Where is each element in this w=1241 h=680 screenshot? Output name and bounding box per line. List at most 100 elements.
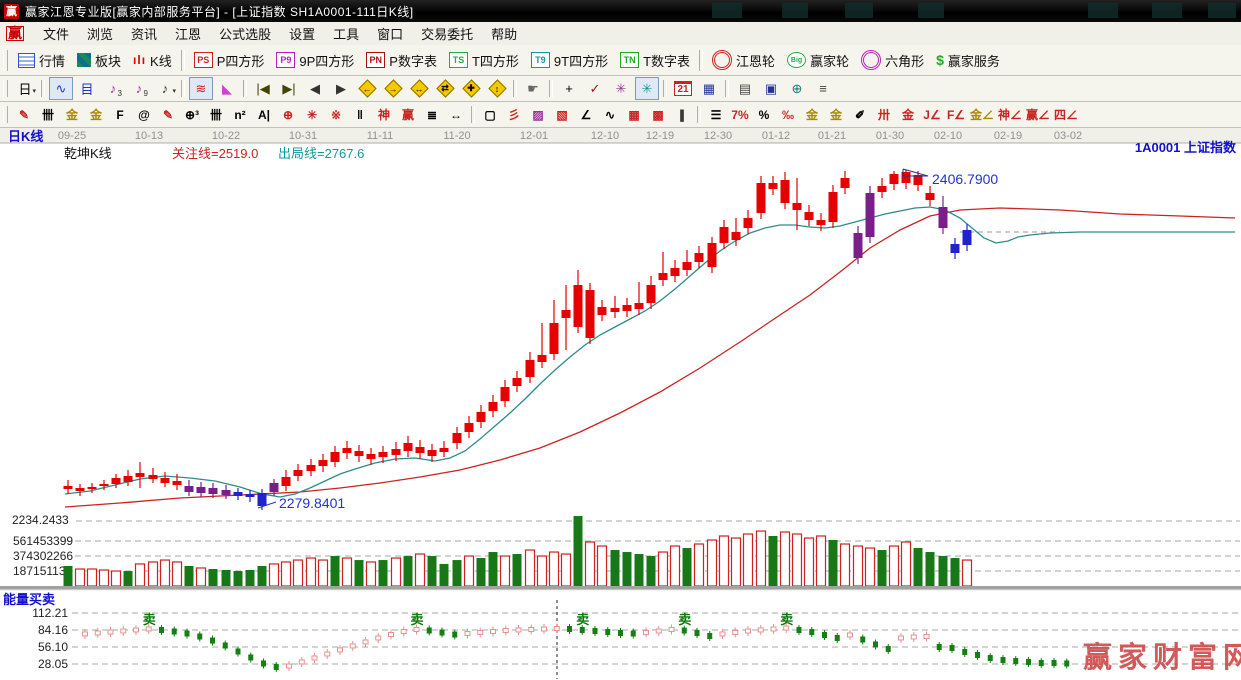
toolbar-button-quotes[interactable]: 行情 (12, 49, 71, 72)
draw-tool-F[interactable]: F (116, 107, 124, 122)
draw-tool-神[interactable]: 神 (377, 108, 390, 122)
draw-tool-✎[interactable]: ✎ (162, 107, 174, 122)
draw-tool-赢∠[interactable]: 赢∠ (1026, 108, 1051, 122)
menu-item-江恩[interactable]: 江恩 (175, 27, 202, 42)
menu-item-工具[interactable]: 工具 (333, 27, 360, 42)
draw-tool-金∠[interactable]: 金∠ (970, 108, 995, 122)
menu-item-资讯[interactable]: 资讯 (131, 27, 158, 42)
draw-tool-卌[interactable]: 卌 (209, 108, 222, 122)
toolbar-button-hexagon[interactable]: 六角形 (855, 48, 930, 72)
draw-tool-n²[interactable]: n² (234, 107, 246, 122)
tool-wave-3[interactable]: ♪ 3 (109, 81, 122, 98)
tool-print[interactable]: ≡ (811, 77, 835, 100)
tool-calendar-21[interactable]: 21 (671, 77, 695, 100)
draw-tool-⊕³[interactable]: ⊕³ (184, 107, 200, 122)
draw-tool-四∠[interactable]: 四∠ (1054, 108, 1079, 122)
draw-tool-≣[interactable]: ≣ (426, 107, 438, 122)
draw-tool-卅[interactable]: 卅 (877, 108, 890, 122)
draw-tool-✐[interactable]: ✐ (854, 107, 866, 122)
draw-tool-‰[interactable]: ‰ (782, 107, 794, 122)
draw-tool-∠[interactable]: ∠ (580, 107, 592, 122)
draw-tool-神∠[interactable]: 神∠ (998, 108, 1023, 122)
toolbar-button-winner-service[interactable]: $ 赢家服务 (930, 49, 1006, 72)
toolbar-button-p-number-table[interactable]: PN P数字表 (360, 49, 443, 72)
tool-detail-board[interactable]: 目 (75, 77, 99, 100)
menu-item-文件[interactable]: 文件 (43, 27, 70, 42)
menu-item-设置[interactable]: 设置 (289, 27, 316, 42)
tool-diamond-right[interactable]: → (381, 77, 405, 100)
draw-tool-↔[interactable]: ↔ (450, 107, 462, 122)
draw-tool-▩[interactable]: ▩ (652, 107, 664, 122)
draw-tool-@[interactable]: @ (138, 107, 150, 122)
price-chart[interactable]: 09-25 10-13 10-22 10-31 11-11 11-20 12-01 12-10… (0, 128, 1241, 680)
draw-tool-金[interactable]: 金 (65, 108, 78, 122)
draw-tool-金[interactable]: 金 (89, 108, 102, 122)
draw-tool-F∠[interactable]: F∠ (946, 107, 966, 122)
tool-color-histogram[interactable]: ◣ (215, 77, 239, 100)
tool-knot-teal[interactable]: ✳ (635, 77, 659, 100)
toolbar-button-gann-wheel[interactable]: 江恩轮 (706, 48, 781, 72)
draw-tool-金[interactable]: 金 (829, 108, 842, 122)
tool-diamond-expand[interactable]: ↔ (407, 77, 431, 100)
tool-next-bar[interactable]: ▶ (329, 77, 353, 100)
tool-prev-bar[interactable]: ◀ (303, 77, 327, 100)
title-bar[interactable]: 赢 赢家江恩专业版[赢家内部服务平台] - [上证指数 SH1A0001-111… (0, 0, 1241, 22)
tool-network[interactable]: ⊕ (785, 77, 809, 100)
draw-tool-☰[interactable]: ☰ (710, 107, 722, 122)
tool-calculator[interactable]: ▦ (697, 77, 721, 100)
draw-tool-A|[interactable]: A| (257, 107, 271, 122)
draw-tool-彡[interactable]: 彡 (507, 108, 520, 122)
tool-first-page[interactable]: |◀ (251, 77, 275, 100)
draw-tool-∿[interactable]: ∿ (604, 107, 616, 122)
tool-crosshair[interactable]: + (557, 77, 581, 100)
toolbar-button-winner-wheel[interactable]: Big 赢家轮 (781, 49, 855, 72)
tool-diamond-swap[interactable]: ⇄ (433, 77, 457, 100)
toolbar-button-p-square[interactable]: PS P四方形 (188, 49, 271, 72)
menu-item-窗口[interactable]: 窗口 (377, 27, 404, 42)
draw-tool-▦[interactable]: ▦ (628, 107, 640, 122)
toolbar-grip[interactable] (3, 49, 8, 71)
draw-tool-%[interactable]: % (758, 107, 770, 122)
menu-item-浏览[interactable]: 浏览 (87, 27, 114, 42)
draw-tool-▧[interactable]: ▧ (556, 107, 568, 122)
toolbar-grip[interactable] (3, 79, 8, 98)
tool-last-page[interactable]: ▶| (277, 77, 301, 100)
menu-item-公式选股[interactable]: 公式选股 (219, 27, 272, 42)
tool-wave-9[interactable]: ♪ 9 (135, 81, 148, 98)
draw-tool-✎[interactable]: ✎ (18, 107, 30, 122)
toolbar-button-sectors[interactable]: 板块 (71, 49, 127, 72)
draw-tool-▨[interactable]: ▨ (532, 107, 544, 122)
toolbar-grip[interactable] (3, 105, 8, 124)
draw-tool-⊕[interactable]: ⊕ (282, 107, 294, 122)
toolbar-button-9p-square[interactable]: P9 9P四方形 (270, 49, 360, 72)
tool-trend-box[interactable]: ∿ (49, 77, 73, 100)
tool-notepad[interactable]: ▤ (733, 77, 757, 100)
toolbar-button-kline[interactable]: ılı K线 (127, 49, 178, 72)
tool-diamond-left[interactable]: ← (355, 77, 379, 100)
draw-tool-7%[interactable]: 7% (731, 107, 749, 122)
tool-check-tool[interactable]: ✓ (583, 77, 607, 100)
draw-tool-‖[interactable]: ‖ (357, 107, 363, 122)
draw-tool-金[interactable]: 金 (805, 108, 818, 122)
draw-tool-金[interactable]: 金 (901, 108, 914, 122)
draw-tool-赢[interactable]: 赢 (401, 108, 414, 122)
draw-tool-▢[interactable]: ▢ (484, 107, 496, 122)
tool-knot-purple[interactable]: ✳ (609, 77, 633, 100)
tool-hand-drag[interactable]: ☛ (521, 77, 545, 100)
toolbar-button-t-square[interactable]: TS T四方形 (443, 49, 525, 72)
menu-item-帮助[interactable]: 帮助 (491, 27, 518, 42)
tool-save[interactable]: ▣ (759, 77, 783, 100)
tool-note-dropdown[interactable]: ♪ ▾ (161, 81, 176, 96)
draw-tool-J∠[interactable]: J∠ (923, 107, 941, 122)
tool-zigzag-red[interactable]: ≋ (189, 77, 213, 100)
draw-tool-✳[interactable]: ✳ (306, 107, 318, 122)
toolbar-button-t-number-table[interactable]: TN T数字表 (614, 49, 696, 72)
draw-tool-卌[interactable]: 卌 (41, 108, 54, 122)
tool-diamond-center[interactable]: ✚ (459, 77, 483, 100)
tool-diamond-vertical[interactable]: ↕ (485, 77, 509, 100)
draw-tool-∥[interactable]: ∥ (679, 107, 685, 122)
tool-period-candle-dropdown[interactable]: 日 ▾ (13, 77, 37, 100)
menu-item-交易委托[interactable]: 交易委托 (421, 27, 474, 42)
toolbar-button-9t-square[interactable]: T9 9T四方形 (525, 49, 614, 72)
draw-tool-※[interactable]: ※ (330, 107, 342, 122)
